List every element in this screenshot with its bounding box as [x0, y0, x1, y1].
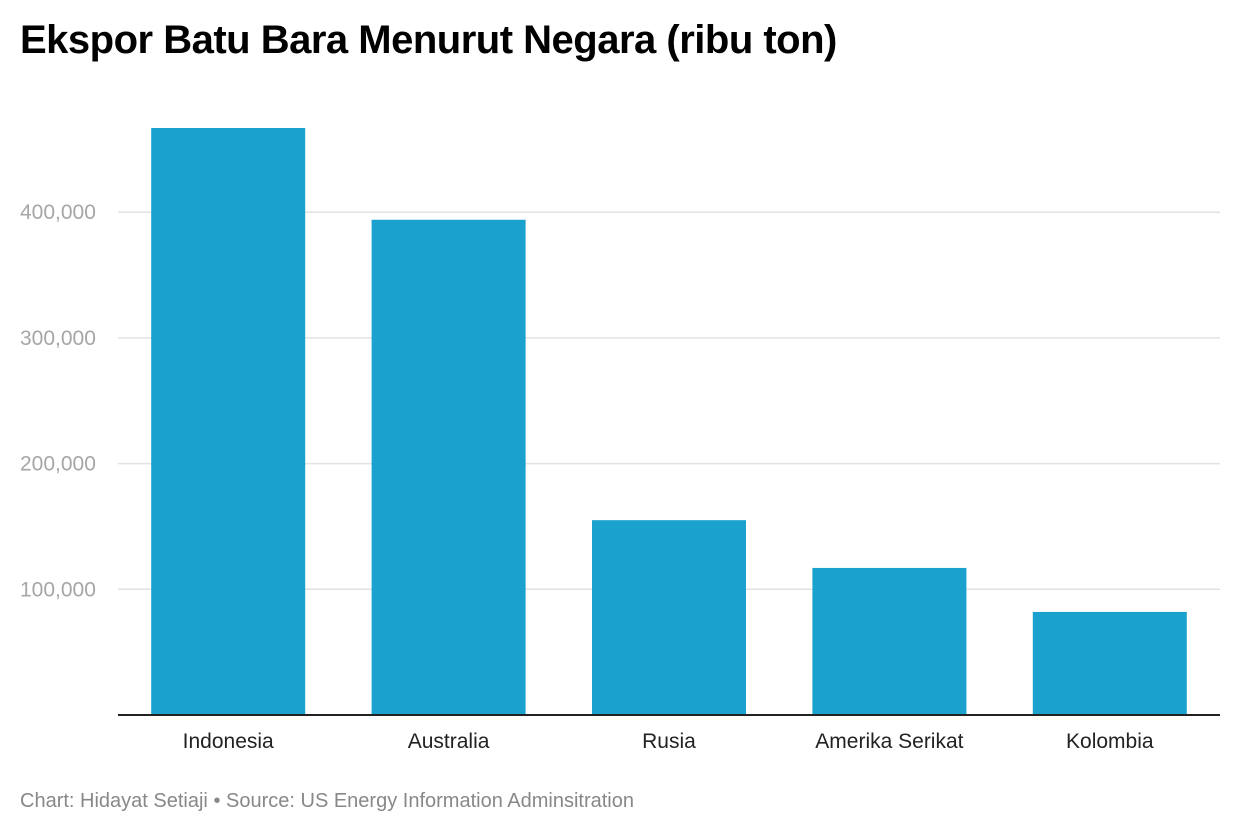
x-axis-category-labels: Indonesia Australia Rusia Amerika Serikat Ko…	[183, 730, 1154, 753]
bar-kolombia	[1032, 611, 1187, 715]
x-category-label: Australia	[408, 730, 490, 753]
y-axis-tick-labels: 100,000 200,000 300,000 400,000	[20, 201, 96, 601]
x-category-label: Indonesia	[183, 730, 274, 753]
bar-rusia	[592, 520, 746, 715]
y-tick-label: 100,000	[20, 578, 96, 601]
y-tick-label: 300,000	[20, 327, 96, 350]
chart-footer: Chart: Hidayat Setiaji • Source: US Ener…	[20, 790, 634, 813]
y-tick-label: 200,000	[20, 453, 96, 476]
x-category-label: Amerika Serikat	[815, 730, 963, 753]
x-category-label: Rusia	[642, 730, 696, 753]
y-tick-label: 400,000	[20, 201, 96, 224]
bar-australia	[371, 219, 526, 715]
chart-title: Ekspor Batu Bara Menurut Negara (ribu to…	[20, 18, 837, 62]
bars	[151, 128, 1187, 715]
bar-indonesia	[151, 128, 306, 715]
bar-amerika-serikat	[812, 567, 967, 715]
chart-credit: Chart: Hidayat Setiaji	[20, 790, 208, 812]
chart-source: Source: US Energy Information Adminsitra…	[226, 790, 634, 812]
footer-separator: •	[213, 790, 221, 812]
x-category-label: Kolombia	[1066, 730, 1154, 753]
